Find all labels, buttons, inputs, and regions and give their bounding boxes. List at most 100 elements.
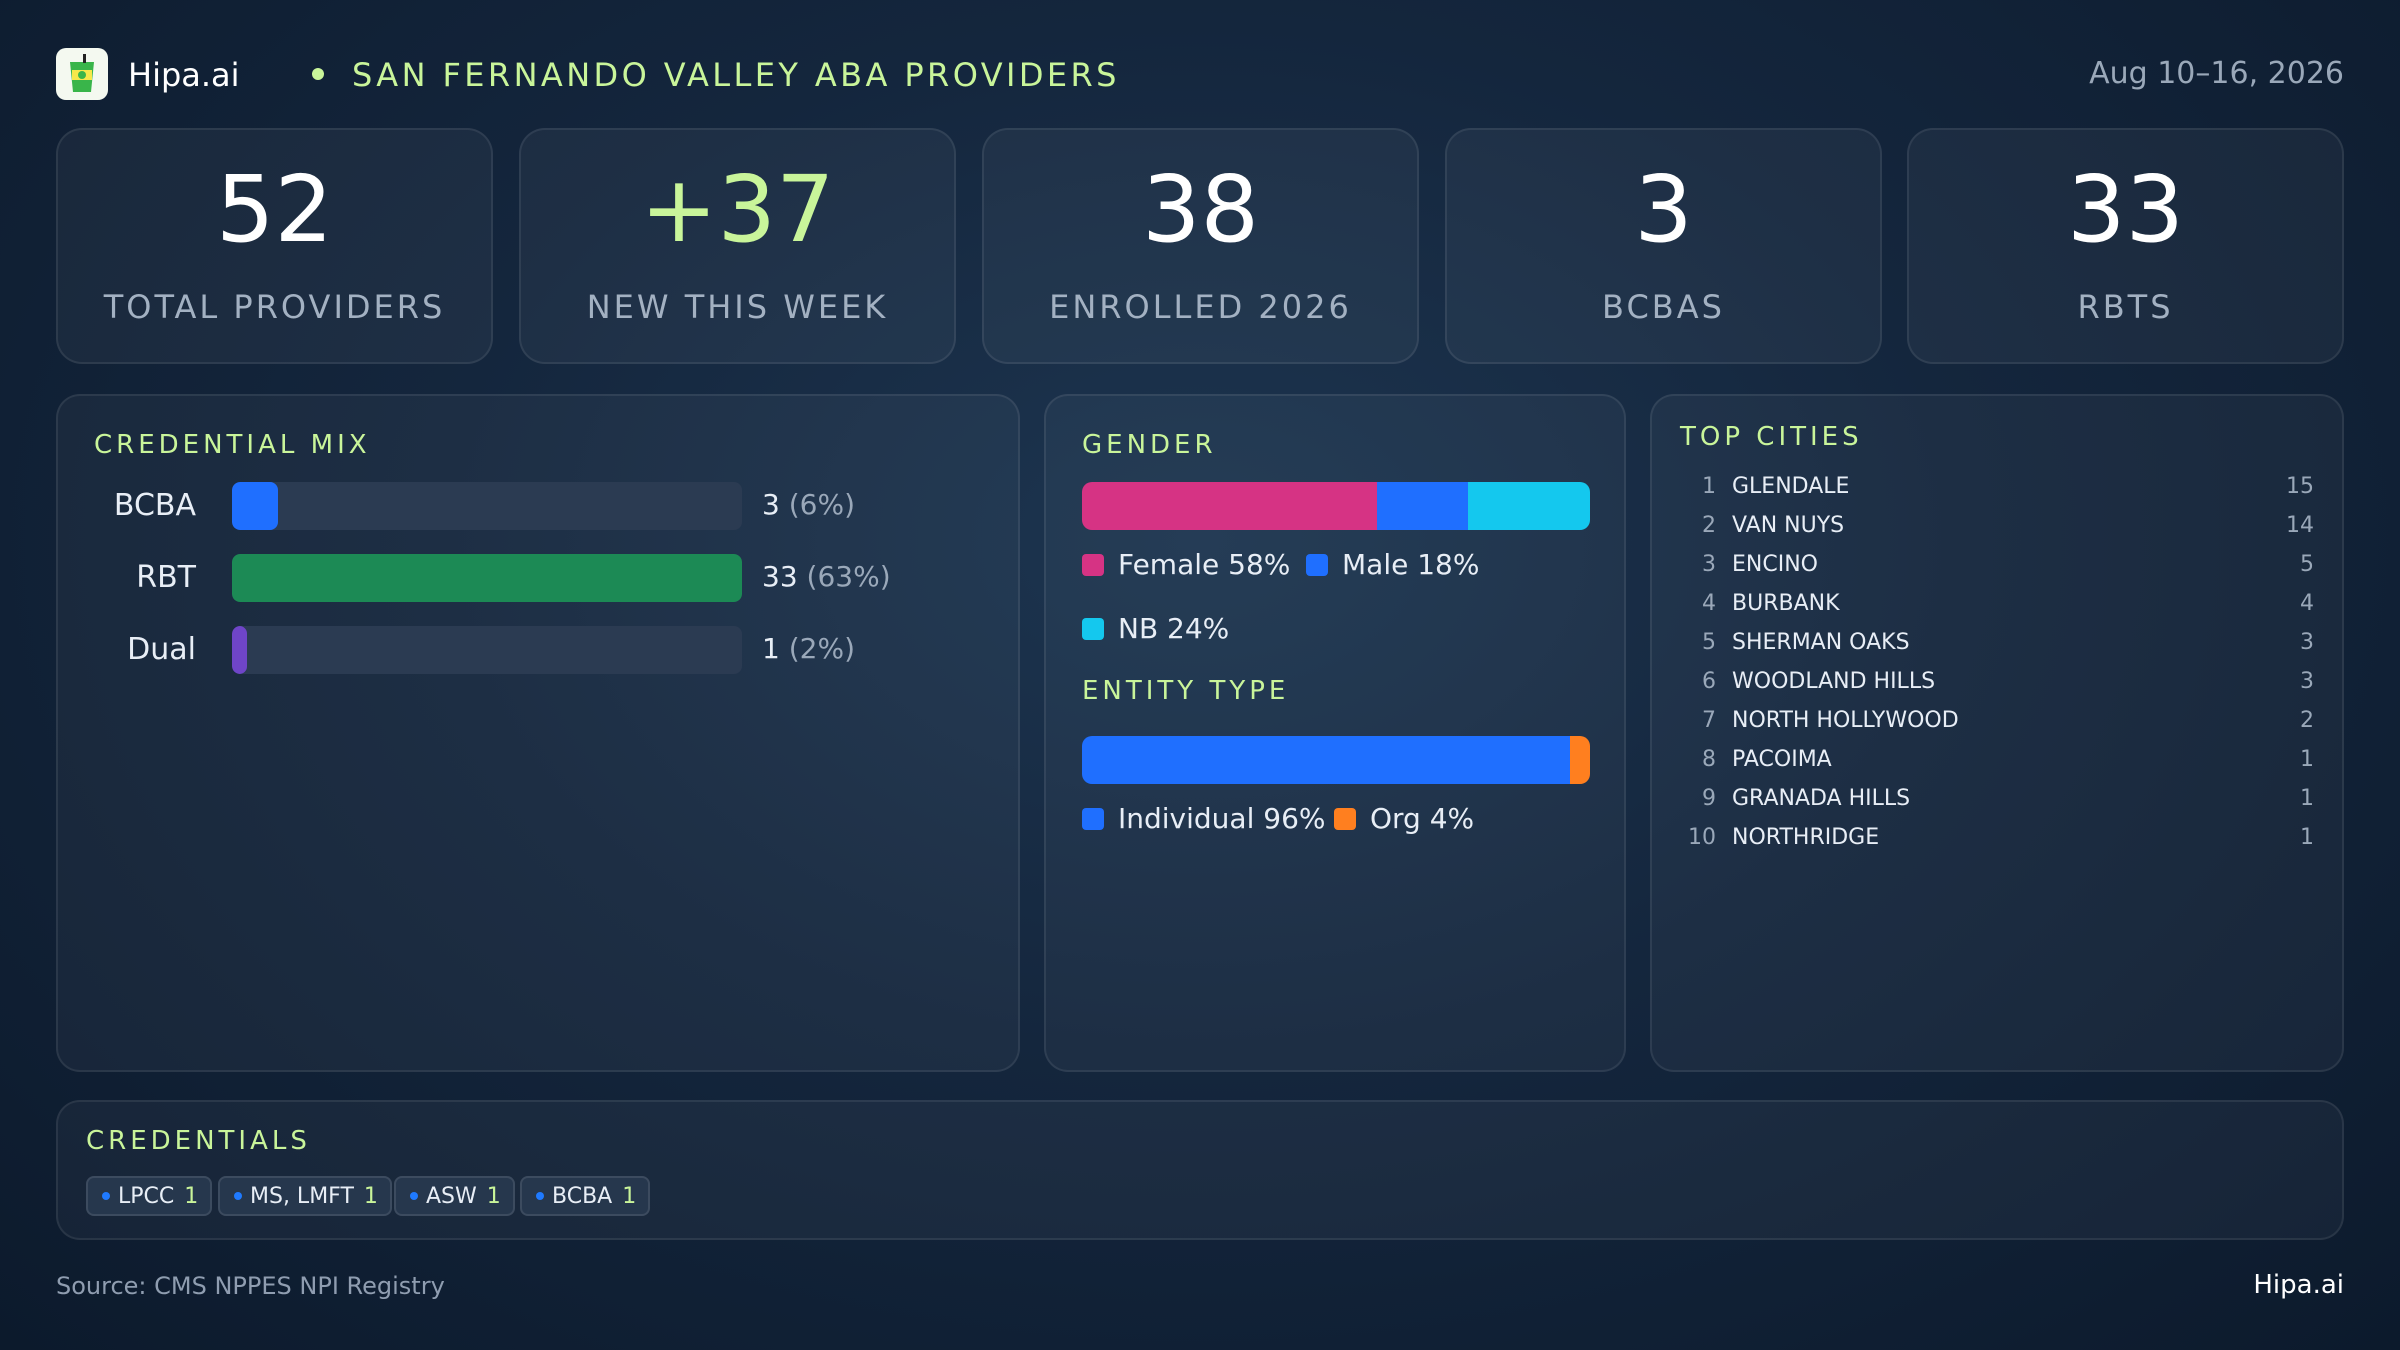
credential-bar-bcba [232, 482, 278, 530]
city-name: GRANADA HILLS [1732, 786, 1911, 811]
kpi-label: NEW THIS WEEK [586, 288, 889, 326]
entity-segment-org [1569, 736, 1590, 784]
city-count: 5 [2300, 552, 2314, 577]
credential-track-dual [232, 626, 742, 674]
chip-count: 1 [622, 1183, 637, 1209]
kpi-enrolled: 38 ENROLLED 2026 [982, 128, 1419, 364]
city-rank: 9 [1702, 786, 1716, 811]
city-name: NORTHRIDGE [1732, 825, 1880, 850]
legend-swatch [1306, 553, 1328, 576]
credential-pct: (63%) [806, 560, 891, 593]
legend-swatch [1082, 617, 1104, 640]
city-count: 1 [2300, 786, 2314, 811]
chip-label: LPCC [118, 1183, 175, 1209]
credential-count: 3 [762, 488, 780, 521]
city-rank: 1 [1702, 474, 1716, 499]
city-row: 7 NORTH HOLLYWOOD 2 [1680, 708, 2314, 744]
legend-female: Female 58% [1082, 548, 1290, 581]
panel-title: TOP CITIES [1680, 422, 1863, 452]
credential-label-rbt: RBT [136, 560, 196, 595]
city-row: 5 SHERMAN OAKS 3 [1680, 630, 2314, 666]
city-rank: 5 [1702, 630, 1716, 655]
kpi-value: +37 [640, 156, 835, 263]
cup-icon [70, 54, 94, 92]
city-rank: 3 [1702, 552, 1716, 577]
gender-segment-male [1376, 482, 1469, 530]
city-name: ENCINO [1732, 552, 1818, 577]
city-count: 1 [2300, 747, 2314, 772]
kpi-total-providers: 52 TOTAL PROVIDERS [56, 128, 493, 364]
credential-label-dual: Dual [127, 632, 196, 667]
credential-chip[interactable]: MS, LMFT 1 [218, 1176, 392, 1216]
entity-title: ENTITY TYPE [1082, 676, 1290, 706]
credential-mix-panel: CREDENTIAL MIX BCBA 3 (6%) RBT 33 (63%) … [56, 394, 1020, 1072]
kpi-label: BCBAS [1602, 288, 1725, 326]
city-rank: 4 [1702, 591, 1716, 616]
credential-pct: (6%) [788, 488, 856, 521]
credential-value-rbt: 33 (63%) [762, 560, 891, 593]
legend-label: NB 24% [1118, 612, 1230, 645]
gender-stacked-bar [1082, 482, 1590, 530]
legend-swatch [1334, 807, 1356, 830]
gender-segment-female [1082, 482, 1377, 530]
city-rank: 6 [1702, 669, 1716, 694]
source-note: Source: CMS NPPES NPI Registry [56, 1272, 445, 1300]
credential-chip[interactable]: BCBA 1 [520, 1176, 651, 1216]
city-row: 2 VAN NUYS 14 [1680, 513, 2314, 549]
chip-label: BCBA [552, 1183, 613, 1209]
top-cities-panel: TOP CITIES 1 GLENDALE 15 2 VAN NUYS 14 3 ENCI… [1650, 394, 2344, 1072]
panel-title: CREDENTIAL MIX [94, 430, 371, 460]
city-name: SHERMAN OAKS [1732, 630, 1910, 655]
panel-title: CREDENTIALS [86, 1126, 311, 1156]
kpi-label: RBTS [2077, 288, 2174, 326]
city-rank: 7 [1702, 708, 1716, 733]
city-name: VAN NUYS [1732, 513, 1845, 538]
legend-label: Male 18% [1342, 548, 1480, 581]
legend-nb: NB 24% [1082, 612, 1229, 645]
kpi-bcbas: 3 BCBAS [1445, 128, 1882, 364]
chip-dot [536, 1192, 544, 1200]
city-row: 3 ENCINO 5 [1680, 552, 2314, 588]
gender-segment-nb [1468, 482, 1590, 530]
brand-name: Hipa.ai [128, 56, 240, 94]
city-row: 9 GRANADA HILLS 1 [1680, 786, 2314, 822]
city-count: 4 [2300, 591, 2314, 616]
city-name: BURBANK [1732, 591, 1840, 616]
separator-dot [312, 68, 324, 80]
credential-chip[interactable]: ASW 1 [394, 1176, 515, 1216]
city-rank: 2 [1702, 513, 1716, 538]
legend-label: Org 4% [1370, 802, 1475, 835]
legend-org: Org 4% [1334, 802, 1474, 835]
city-row: 6 WOODLAND HILLS 3 [1680, 669, 2314, 705]
chip-label: MS, LMFT [250, 1183, 354, 1209]
credential-label-bcba: BCBA [113, 488, 196, 523]
kpi-rbts: 33 RBTS [1907, 128, 2344, 364]
legend-label: Female 58% [1118, 548, 1291, 581]
city-name: WOODLAND HILLS [1732, 669, 1936, 694]
legend-swatch [1082, 807, 1104, 830]
chip-dot [410, 1192, 418, 1200]
legend-swatch [1082, 553, 1104, 576]
chip-dot [102, 1192, 110, 1200]
city-name: NORTH HOLLYWOOD [1732, 708, 1959, 733]
city-rank: 10 [1688, 825, 1716, 850]
credential-chip[interactable]: LPCC 1 [86, 1176, 213, 1216]
legend-label: Individual 96% [1118, 802, 1326, 835]
credential-track-bcba [232, 482, 742, 530]
credentials-panel: CREDENTIALS LPCC 1 MS, LMFT 1 ASW 1 BCBA… [56, 1100, 2344, 1240]
kpi-value: 38 [1141, 156, 1260, 263]
page-title: SAN FERNANDO VALLEY ABA PROVIDERS [352, 56, 1120, 94]
date-range: Aug 10–16, 2026 [2089, 56, 2344, 91]
city-row: 10 NORTHRIDGE 1 [1680, 825, 2314, 861]
credential-value-bcba: 3 (6%) [762, 488, 855, 521]
legend-male: Male 18% [1306, 548, 1479, 581]
gender-title: GENDER [1082, 430, 1217, 460]
city-row: 4 BURBANK 4 [1680, 591, 2314, 627]
city-count: 1 [2300, 825, 2314, 850]
credential-bar-dual [232, 626, 247, 674]
city-count: 14 [2286, 513, 2314, 538]
gender-entity-panel: GENDER Female 58% Male 18% NB 24% ENTITY… [1044, 394, 1626, 1072]
city-rank: 8 [1702, 747, 1716, 772]
entity-stacked-bar [1082, 736, 1590, 784]
credential-value-dual: 1 (2%) [762, 632, 855, 665]
